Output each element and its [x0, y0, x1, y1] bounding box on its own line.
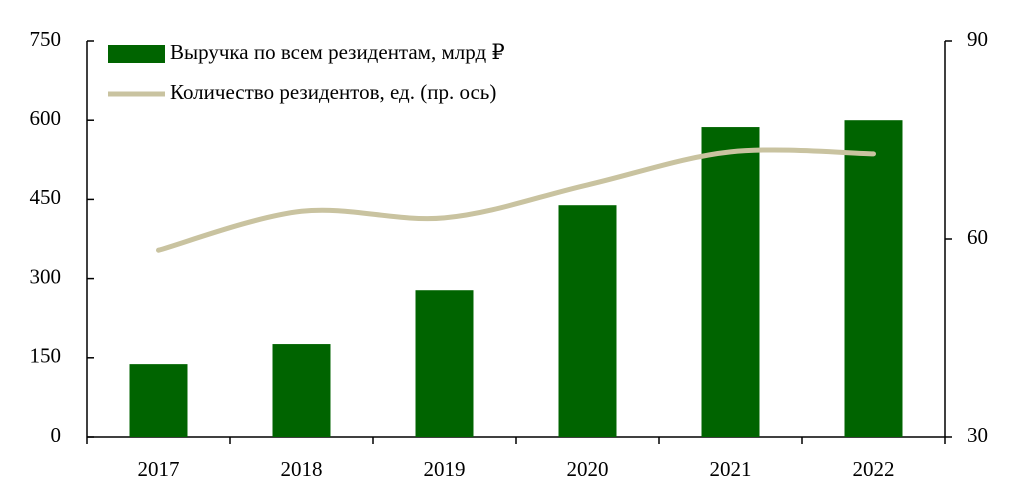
x-tick-label: 2021 [710, 457, 752, 481]
x-tick-label: 2020 [567, 457, 609, 481]
legend-label: Количество резидентов, ед. (пр. ось) [170, 80, 496, 104]
legend-label: Выручка по всем резидентам, млрд ₽ [170, 40, 505, 64]
bar [129, 364, 188, 437]
line [156, 147, 876, 253]
y2-tick-label: 30 [967, 423, 988, 447]
bar [558, 205, 617, 437]
y-tick-label: 450 [30, 185, 62, 209]
y2-tick-label: 60 [967, 225, 988, 249]
legend-swatch [108, 45, 165, 63]
bar [844, 120, 903, 437]
y-tick-label: 600 [30, 106, 62, 130]
x-tick-label: 2019 [424, 457, 466, 481]
bar [701, 127, 760, 438]
y-tick-label: 750 [30, 27, 62, 51]
y2-tick-label: 90 [967, 27, 988, 51]
x-tick-label: 2018 [281, 457, 323, 481]
y-tick-label: 300 [30, 264, 62, 288]
bar [415, 290, 474, 437]
bar [272, 344, 331, 437]
y-tick-label: 0 [51, 423, 62, 447]
y-tick-label: 150 [30, 344, 62, 368]
x-tick-label: 2017 [138, 457, 180, 481]
x-tick-label: 2022 [853, 457, 895, 481]
